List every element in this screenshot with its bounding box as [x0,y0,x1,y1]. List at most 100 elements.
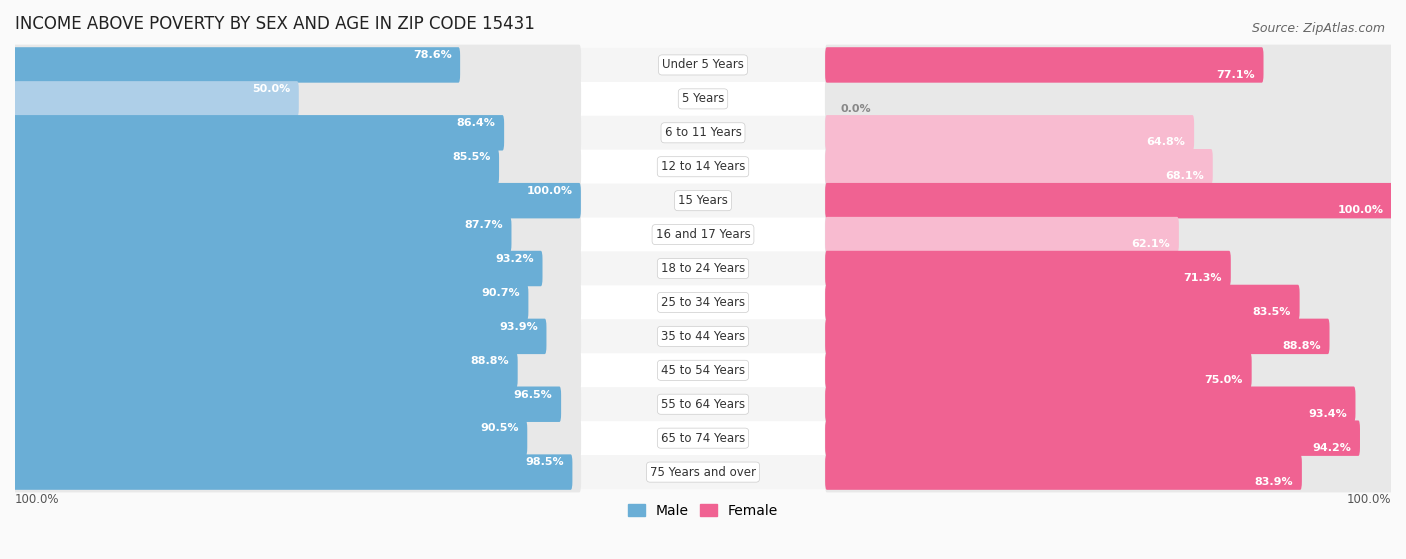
FancyBboxPatch shape [13,350,581,391]
Legend: Male, Female: Male, Female [623,498,783,523]
FancyBboxPatch shape [825,353,1251,388]
FancyBboxPatch shape [13,251,543,286]
Text: 35 to 44 Years: 35 to 44 Years [661,330,745,343]
Text: 93.2%: 93.2% [495,254,534,264]
FancyBboxPatch shape [13,217,512,252]
Text: 64.8%: 64.8% [1147,138,1185,148]
Text: 71.3%: 71.3% [1184,273,1222,283]
FancyBboxPatch shape [13,149,499,184]
Text: 25 to 34 Years: 25 to 34 Years [661,296,745,309]
FancyBboxPatch shape [825,251,1230,286]
FancyBboxPatch shape [13,285,529,320]
FancyBboxPatch shape [825,316,1393,357]
FancyBboxPatch shape [13,418,581,458]
FancyBboxPatch shape [825,47,1264,83]
Text: 77.1%: 77.1% [1216,70,1256,79]
FancyBboxPatch shape [825,454,1302,490]
Text: 75.0%: 75.0% [1205,375,1243,385]
Text: 65 to 74 Years: 65 to 74 Years [661,432,745,444]
FancyBboxPatch shape [15,421,1391,455]
FancyBboxPatch shape [15,286,1391,319]
Text: 88.8%: 88.8% [471,356,509,366]
FancyBboxPatch shape [825,183,1393,219]
Text: 5 Years: 5 Years [682,92,724,106]
FancyBboxPatch shape [825,384,1393,424]
FancyBboxPatch shape [825,282,1393,323]
FancyBboxPatch shape [825,217,1178,252]
FancyBboxPatch shape [13,420,527,456]
Text: 94.2%: 94.2% [1313,443,1351,453]
FancyBboxPatch shape [825,45,1393,86]
Text: 100.0%: 100.0% [1339,205,1384,215]
FancyBboxPatch shape [13,319,547,354]
FancyBboxPatch shape [13,45,581,86]
FancyBboxPatch shape [15,217,1391,252]
FancyBboxPatch shape [825,386,1355,422]
FancyBboxPatch shape [15,252,1391,286]
FancyBboxPatch shape [15,455,1391,489]
Text: 100.0%: 100.0% [15,493,59,506]
Text: 55 to 64 Years: 55 to 64 Years [661,398,745,411]
FancyBboxPatch shape [15,387,1391,421]
FancyBboxPatch shape [13,316,581,357]
Text: 78.6%: 78.6% [413,50,451,60]
FancyBboxPatch shape [825,149,1213,184]
Text: 86.4%: 86.4% [457,118,495,128]
Text: Under 5 Years: Under 5 Years [662,59,744,72]
FancyBboxPatch shape [825,181,1393,221]
FancyBboxPatch shape [13,386,561,422]
FancyBboxPatch shape [15,82,1391,116]
FancyBboxPatch shape [825,319,1330,354]
Text: 96.5%: 96.5% [513,390,553,400]
FancyBboxPatch shape [13,353,517,388]
Text: 98.5%: 98.5% [526,457,564,467]
FancyBboxPatch shape [13,79,581,119]
FancyBboxPatch shape [13,181,581,221]
FancyBboxPatch shape [825,115,1194,150]
Text: 18 to 24 Years: 18 to 24 Years [661,262,745,275]
FancyBboxPatch shape [825,79,1393,119]
Text: INCOME ABOVE POVERTY BY SEX AND AGE IN ZIP CODE 15431: INCOME ABOVE POVERTY BY SEX AND AGE IN Z… [15,15,534,33]
FancyBboxPatch shape [825,285,1299,320]
Text: 90.7%: 90.7% [481,288,520,298]
FancyBboxPatch shape [825,214,1393,255]
Text: 50.0%: 50.0% [252,84,290,94]
FancyBboxPatch shape [13,452,581,492]
Text: Source: ZipAtlas.com: Source: ZipAtlas.com [1251,22,1385,35]
Text: 62.1%: 62.1% [1132,239,1170,249]
Text: 75 Years and over: 75 Years and over [650,466,756,479]
Text: 93.4%: 93.4% [1308,409,1347,419]
Text: 100.0%: 100.0% [1347,493,1391,506]
FancyBboxPatch shape [15,48,1391,82]
Text: 16 and 17 Years: 16 and 17 Years [655,228,751,241]
FancyBboxPatch shape [13,454,572,490]
FancyBboxPatch shape [825,420,1360,456]
Text: 88.8%: 88.8% [1282,341,1320,351]
FancyBboxPatch shape [15,184,1391,217]
FancyBboxPatch shape [15,116,1391,150]
Text: 85.5%: 85.5% [453,152,491,162]
Text: 87.7%: 87.7% [464,220,503,230]
Text: 83.9%: 83.9% [1254,477,1294,487]
FancyBboxPatch shape [825,350,1393,391]
Text: 45 to 54 Years: 45 to 54 Years [661,364,745,377]
FancyBboxPatch shape [13,115,505,150]
Text: 93.9%: 93.9% [499,322,538,331]
FancyBboxPatch shape [825,418,1393,458]
Text: 12 to 14 Years: 12 to 14 Years [661,160,745,173]
FancyBboxPatch shape [825,452,1393,492]
FancyBboxPatch shape [15,353,1391,387]
FancyBboxPatch shape [13,47,460,83]
Text: 90.5%: 90.5% [481,424,519,433]
FancyBboxPatch shape [825,146,1393,187]
Text: 68.1%: 68.1% [1166,172,1204,182]
FancyBboxPatch shape [13,384,581,424]
FancyBboxPatch shape [13,146,581,187]
FancyBboxPatch shape [13,183,581,219]
FancyBboxPatch shape [13,248,581,289]
FancyBboxPatch shape [13,112,581,153]
FancyBboxPatch shape [13,81,299,117]
Text: 15 Years: 15 Years [678,194,728,207]
FancyBboxPatch shape [15,319,1391,353]
Text: 6 to 11 Years: 6 to 11 Years [665,126,741,139]
